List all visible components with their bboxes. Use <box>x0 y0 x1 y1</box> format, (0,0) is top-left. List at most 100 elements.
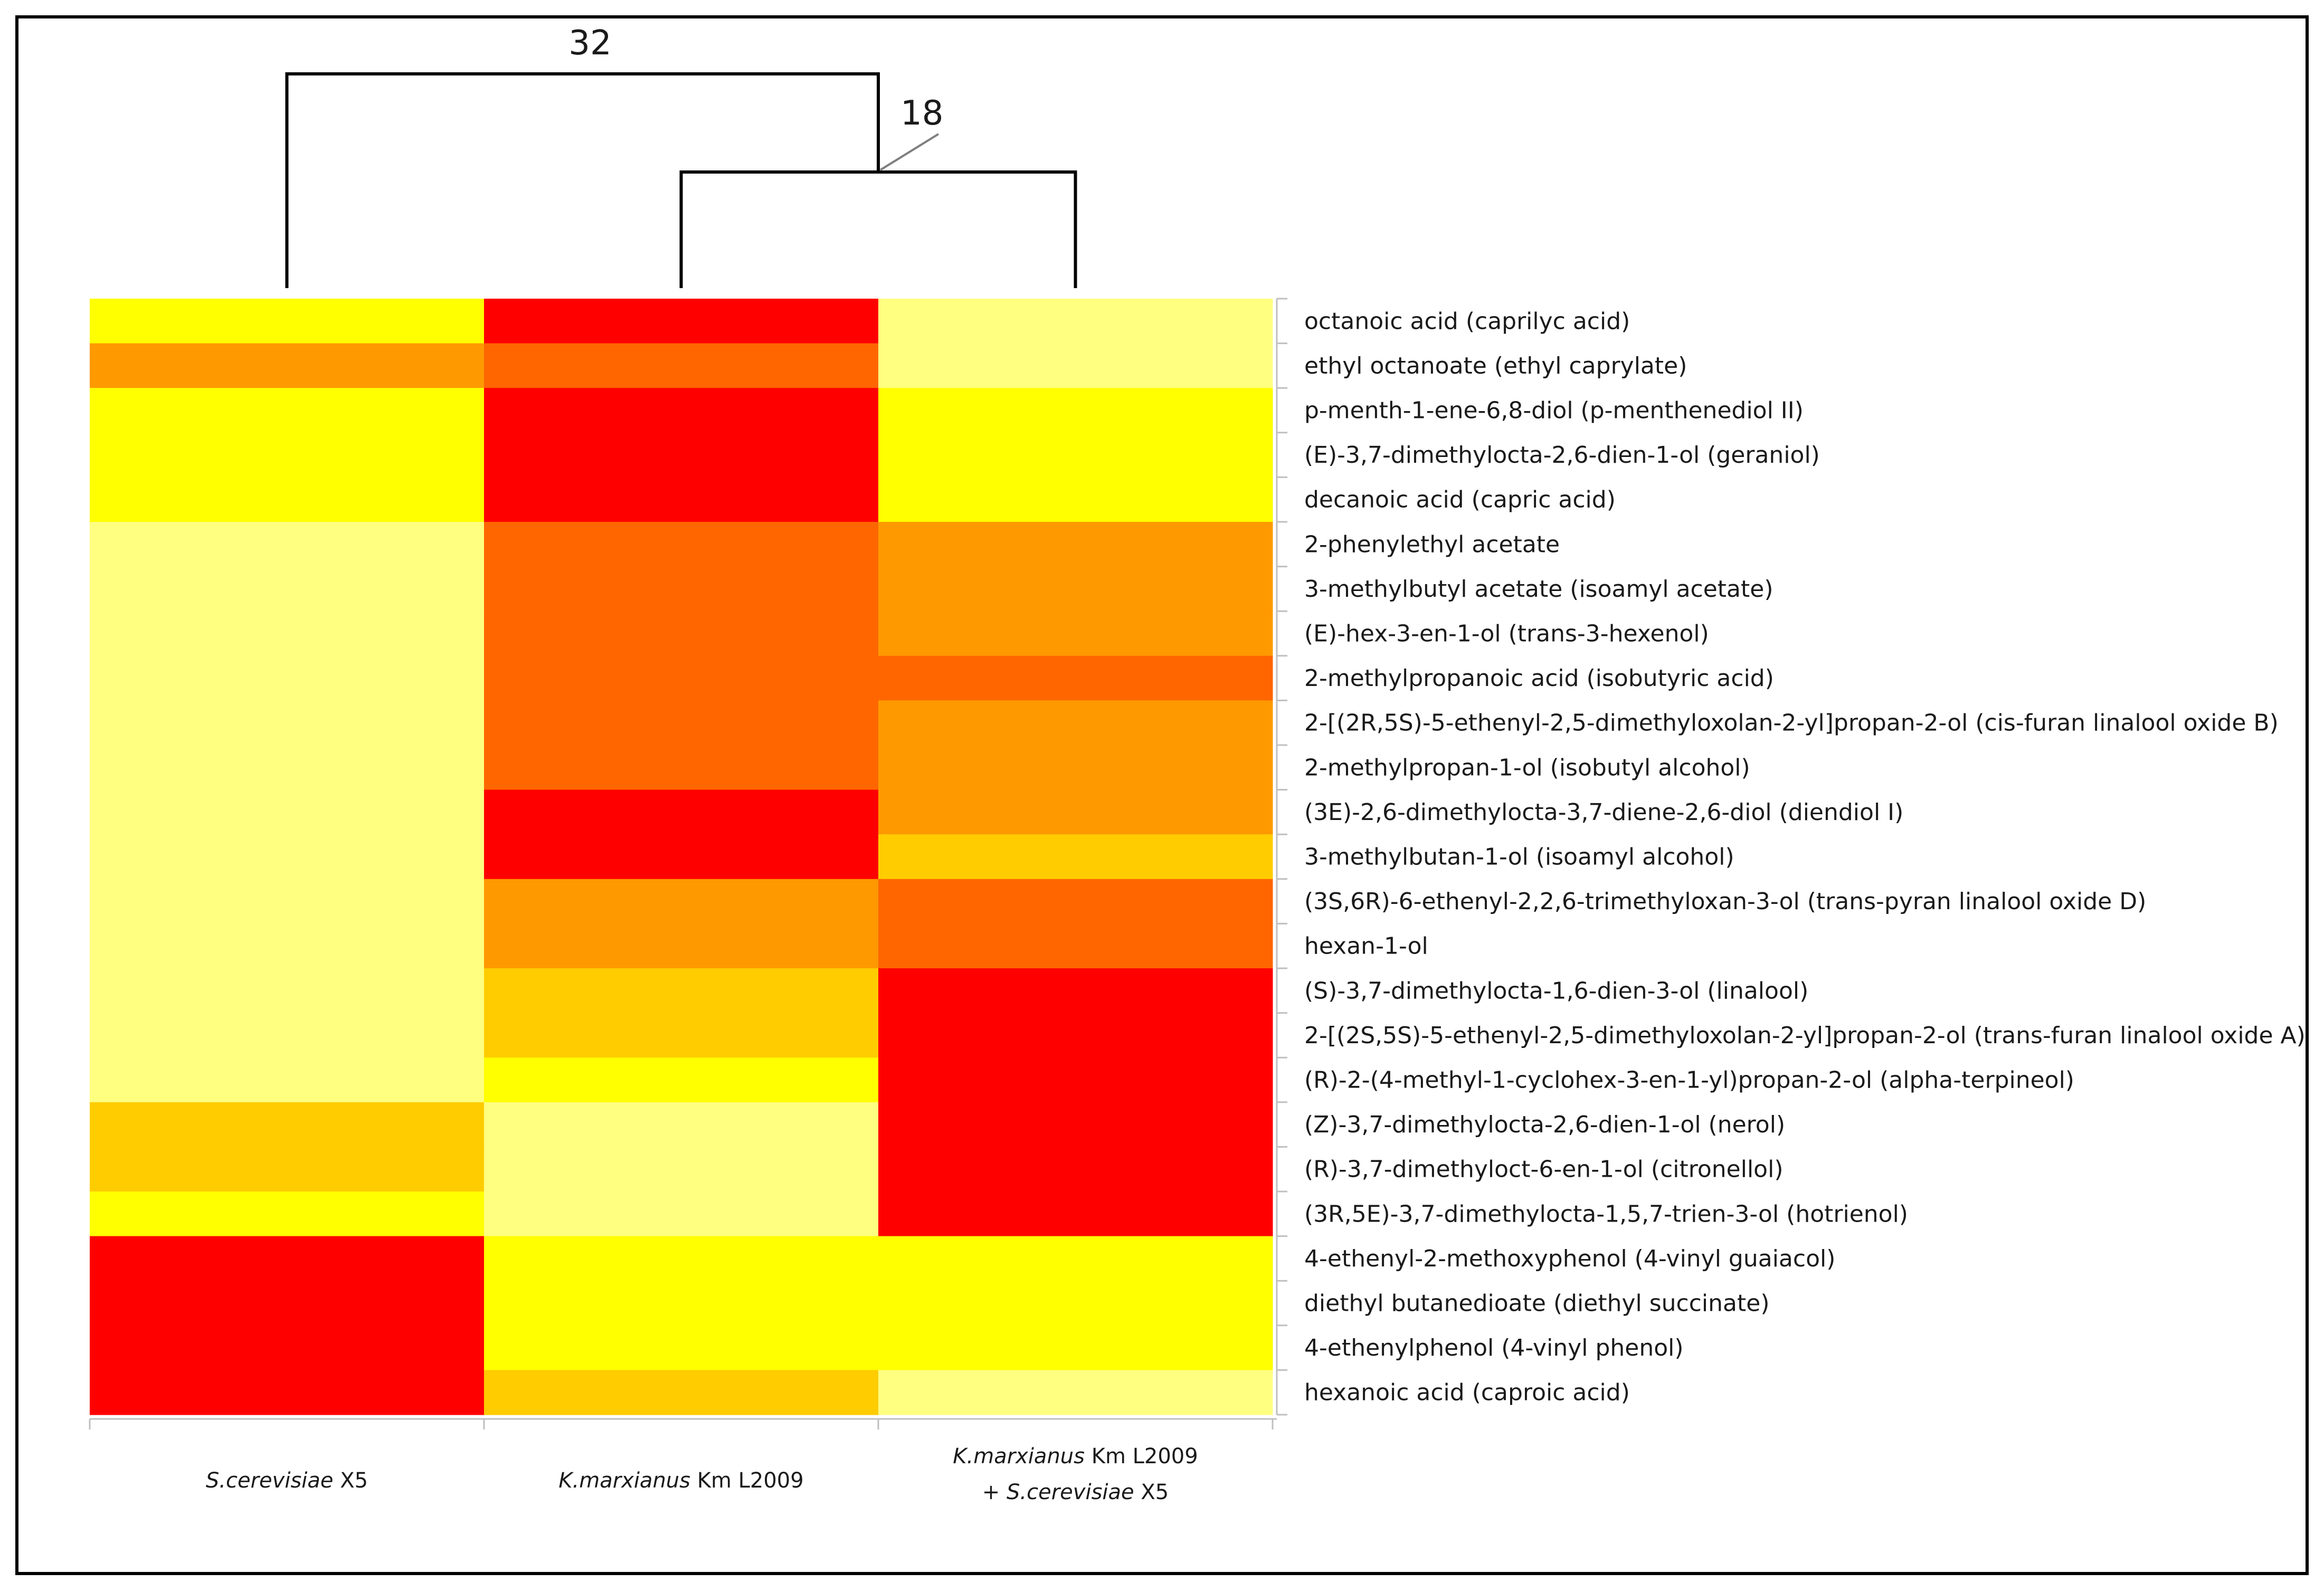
heatmap-cell <box>878 522 1273 567</box>
heatmap-cell <box>90 388 485 433</box>
heatmap-cell <box>484 1057 879 1103</box>
heatmap-cell <box>878 1013 1273 1058</box>
heatmap-cell <box>878 1191 1273 1237</box>
row-label: 2-[(2R,5S)-5-ethenyl-2,5-dimethyloxolan-… <box>1304 710 2279 737</box>
heatmap-cell <box>878 1281 1273 1326</box>
heatmap-cells <box>90 299 1273 1415</box>
heatmap-cell <box>90 522 485 567</box>
heatmap-cell <box>878 968 1273 1014</box>
heatmap-cell <box>484 432 879 478</box>
column-label: K.marxianus Km L2009 <box>953 1444 1198 1469</box>
row-label: 2-phenylethyl acetate <box>1304 531 1560 558</box>
column-label-part: S.cerevisiae <box>206 1469 334 1493</box>
column-label: + S.cerevisiae X5 <box>982 1480 1169 1504</box>
row-label: hexan-1-ol <box>1304 933 1428 960</box>
heatmap-cell <box>90 1281 485 1326</box>
column-label-part: K.marxianus <box>558 1469 690 1493</box>
heatmap-cell <box>878 1370 1273 1415</box>
heatmap-cell <box>878 789 1273 835</box>
row-label: hexanoic acid (caproic acid) <box>1304 1379 1630 1406</box>
heatmap-cell <box>90 1325 485 1370</box>
heatmap-cell <box>484 879 879 924</box>
row-label: (3S,6R)-6-ethenyl-2,2,6-trimethyloxan-3-… <box>1304 888 2146 915</box>
heatmap-cell <box>90 655 485 701</box>
heatmap-cell <box>484 299 879 344</box>
heatmap-cell <box>90 745 485 790</box>
row-label: 2-methylpropanoic acid (isobutyric acid) <box>1304 665 1774 692</box>
heatmap-cell <box>878 432 1273 478</box>
row-label: diethyl butanedioate (diethyl succinate) <box>1304 1290 1769 1317</box>
heatmap-cell <box>878 655 1273 701</box>
row-label: decanoic acid (capric acid) <box>1304 487 1616 513</box>
heatmap-cell <box>484 1147 879 1192</box>
column-label-part: Km L2009 <box>690 1469 804 1493</box>
heatmap-cell <box>90 1102 485 1147</box>
heatmap-cell <box>878 343 1273 388</box>
heatmap-cell <box>90 1057 485 1103</box>
heatmap-cell <box>878 611 1273 656</box>
heatmap-cell <box>484 1370 879 1415</box>
heatmap-cell <box>90 923 485 969</box>
heatmap-cell <box>90 343 485 388</box>
heatmap-cell <box>90 834 485 880</box>
heatmap-cell <box>90 299 485 344</box>
row-label: 4-ethenylphenol (4-vinyl phenol) <box>1304 1334 1684 1361</box>
heatmap-cell <box>484 968 879 1014</box>
heatmap-cell <box>90 1191 485 1237</box>
heatmap-cell <box>484 789 879 835</box>
heatmap-cell <box>90 1147 485 1192</box>
heatmap-cell <box>484 566 879 612</box>
row-label: (Z)-3,7-dimethylocta-2,6-dien-1-ol (nero… <box>1304 1111 1785 1138</box>
heatmap-cell <box>484 655 879 701</box>
heatmap-cell <box>484 522 879 567</box>
dendrogram-top-branch <box>285 72 880 288</box>
row-label: p-menth-1-ene-6,8-diol (p-menthenediol I… <box>1304 397 1804 424</box>
row-label: (R)-3,7-dimethyloct-6-en-1-ol (citronell… <box>1304 1156 1783 1183</box>
row-axis <box>1276 298 1287 1416</box>
heatmap-cell <box>878 1325 1273 1370</box>
row-label: (S)-3,7-dimethylocta-1,6-dien-3-ol (lina… <box>1304 977 1808 1004</box>
column-label: S.cerevisiae X5 <box>206 1469 368 1493</box>
row-label: octanoic acid (caprilyc acid) <box>1304 308 1630 335</box>
row-label: 4-ethenyl-2-methoxyphenol (4-vinyl guaia… <box>1304 1245 1835 1272</box>
heatmap-cell <box>90 566 485 612</box>
heatmap-cell <box>484 611 879 656</box>
heatmap-cell <box>878 477 1273 522</box>
heatmap-cell <box>878 745 1273 790</box>
dendrogram-distance-leader <box>879 133 940 171</box>
heatmap-cell <box>90 879 485 924</box>
column-axis <box>89 1418 1277 1429</box>
dendrogram-distance-sub: 18 <box>900 94 943 133</box>
heatmap-cell <box>878 700 1273 746</box>
heatmap-cell <box>90 968 485 1014</box>
dendrogram-distance-top: 32 <box>568 24 611 63</box>
heatmap-cell <box>878 566 1273 612</box>
heatmap-cell <box>484 1325 879 1370</box>
heatmap-cell <box>484 388 879 433</box>
row-label: 3-methylbutyl acetate (isoamyl acetate) <box>1304 576 1773 603</box>
heatmap-cell <box>878 879 1273 924</box>
heatmap-cell <box>484 1102 879 1147</box>
heatmap-cell <box>90 611 485 656</box>
column-label-part: + <box>982 1480 1007 1504</box>
heatmap-cell <box>484 343 879 388</box>
heatmap-cell <box>878 1147 1273 1192</box>
row-label: 3-methylbutan-1-ol (isoamyl alcohol) <box>1304 844 1734 871</box>
dendrogram <box>285 72 1077 288</box>
heatmap-cell <box>878 388 1273 433</box>
row-label: ethyl octanoate (ethyl caprylate) <box>1304 352 1687 379</box>
column-label-part: Km L2009 <box>1085 1444 1198 1469</box>
heatmap-cell <box>484 477 879 522</box>
heatmap-cell <box>90 1236 485 1281</box>
heatmap-cell <box>484 1191 879 1237</box>
row-label: (R)-2-(4-methyl-1-cyclohex-3-en-1-yl)pro… <box>1304 1067 2074 1094</box>
heatmap-cell <box>90 700 485 746</box>
heatmap-cell <box>484 923 879 969</box>
heatmap-cell <box>90 477 485 522</box>
heatmap-cell <box>484 1281 879 1326</box>
row-label: (3E)-2,6-dimethylocta-3,7-diene-2,6-diol… <box>1304 799 1903 826</box>
heatmap-cell <box>878 923 1273 969</box>
heatmap-cell <box>878 1236 1273 1281</box>
heatmap-cell <box>878 1057 1273 1103</box>
